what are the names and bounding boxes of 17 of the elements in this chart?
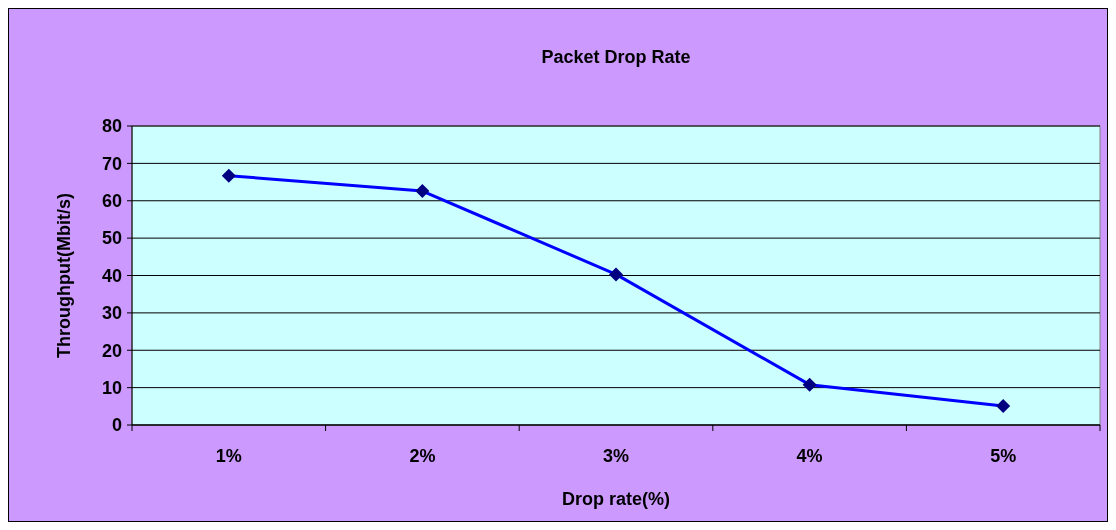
y-tick-label: 70 xyxy=(101,153,122,174)
x-tick-label: 4% xyxy=(796,446,823,466)
y-tick-label: 50 xyxy=(101,228,122,249)
y-tick-label: 20 xyxy=(101,340,122,361)
x-tick-label: 3% xyxy=(602,446,630,466)
x-tick-label: 2% xyxy=(409,446,436,466)
y-axis-title: Throughput(Mbit/s) xyxy=(54,193,74,358)
x-tick-label: 1% xyxy=(215,446,242,466)
y-tick-label: 40 xyxy=(101,265,122,286)
x-tick-label: 5% xyxy=(990,446,1017,466)
y-tick-label: 10 xyxy=(101,377,122,398)
x-axis-title: Drop rate(%) xyxy=(561,489,671,509)
chart-title: Packet Drop Rate xyxy=(541,47,691,67)
y-tick-label: 60 xyxy=(101,191,122,212)
y-tick-label: 80 xyxy=(101,116,122,137)
y-tick-label: 30 xyxy=(101,303,122,324)
y-tick-label: 0 xyxy=(111,415,122,436)
